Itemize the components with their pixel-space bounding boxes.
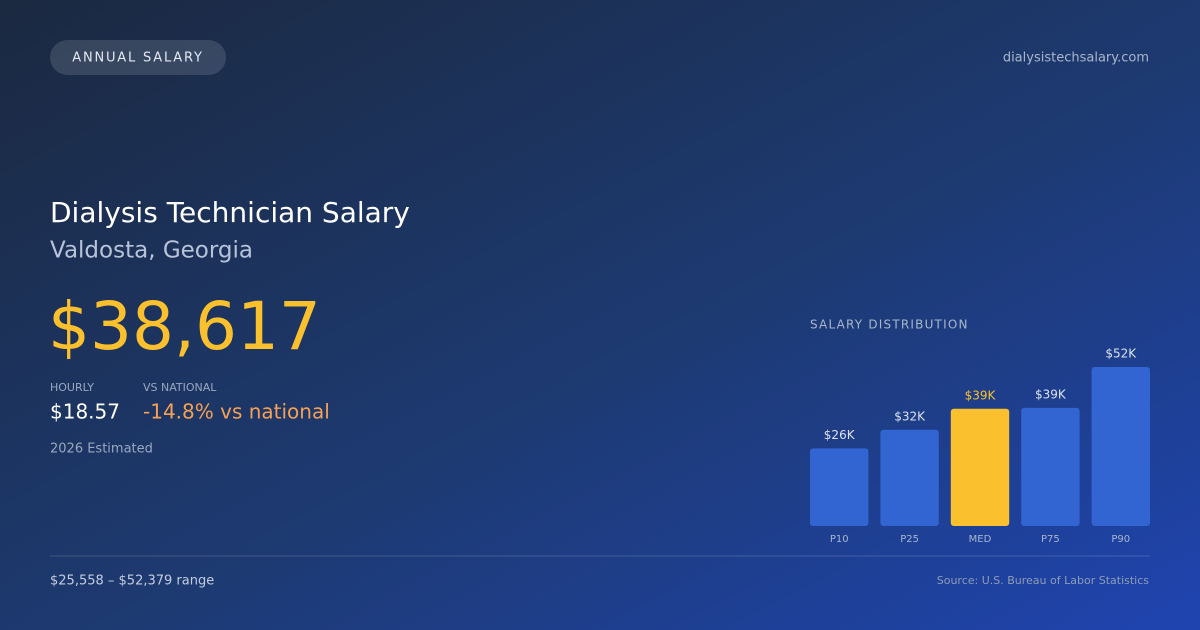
badge-pill: [50, 40, 226, 75]
vs-label: VS NATIONAL: [143, 381, 217, 394]
x-tick-label: P90: [1111, 534, 1130, 545]
location: Valdosta, Georgia: [50, 238, 253, 264]
hourly-label: HOURLY: [50, 381, 94, 394]
note: 2026 Estimated: [50, 442, 153, 457]
bar: [1091, 367, 1150, 526]
site: dialysistechsalary.com: [1003, 51, 1149, 66]
source: Source: U.S. Bureau of Labor Statistics: [937, 574, 1150, 587]
value-label: $39K: [965, 388, 997, 402]
value-label: $39K: [1035, 387, 1067, 401]
badge: ANNUAL SALARY: [72, 51, 204, 66]
value-label: $32K: [894, 409, 926, 423]
salary: $38,617: [48, 288, 321, 365]
vs-national: -14.8% vs national: [143, 400, 330, 424]
hourly: $18.57: [50, 400, 120, 424]
value-label: $52K: [1105, 347, 1137, 361]
bar: [880, 429, 939, 526]
value-label: $26K: [824, 428, 856, 442]
x-tick-label: P25: [900, 534, 919, 545]
bar: [1021, 407, 1080, 526]
range: $25,558 – $52,379 range: [50, 574, 214, 589]
chart-title: SALARY DISTRIBUTION: [810, 318, 969, 332]
bar: [810, 448, 869, 526]
x-tick-label: P10: [830, 534, 849, 545]
x-tick-label: MED: [969, 534, 992, 545]
title: Dialysis Technician Salary: [50, 196, 410, 229]
x-tick-label: P75: [1041, 534, 1060, 545]
bar: [950, 408, 1010, 526]
